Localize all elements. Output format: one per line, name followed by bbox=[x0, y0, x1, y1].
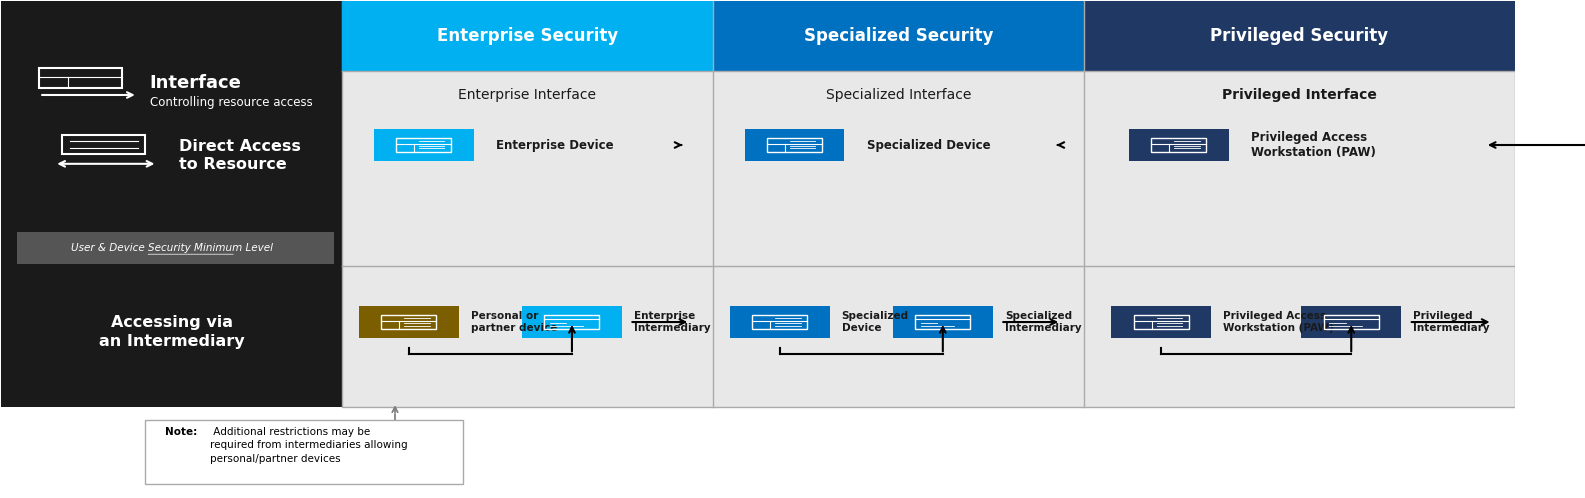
Text: Specialized
Device: Specialized Device bbox=[842, 311, 908, 333]
Text: User & Device Security Minimum Level: User & Device Security Minimum Level bbox=[71, 243, 273, 253]
Text: Privileged Security: Privileged Security bbox=[1211, 27, 1388, 45]
FancyBboxPatch shape bbox=[342, 1, 713, 71]
Text: Privileged Access
Workstation (PAW): Privileged Access Workstation (PAW) bbox=[1251, 131, 1376, 159]
FancyBboxPatch shape bbox=[1129, 128, 1228, 161]
FancyBboxPatch shape bbox=[342, 1, 1515, 407]
Text: Direct Access
to Resource: Direct Access to Resource bbox=[179, 139, 301, 172]
Text: Note:: Note: bbox=[165, 427, 197, 437]
FancyBboxPatch shape bbox=[1111, 306, 1211, 338]
FancyBboxPatch shape bbox=[16, 232, 334, 264]
Text: Specialized Device: Specialized Device bbox=[867, 138, 991, 151]
Text: Specialized
Intermediary: Specialized Intermediary bbox=[1005, 311, 1081, 333]
Text: Specialized Security: Specialized Security bbox=[804, 27, 994, 45]
Text: Privileged Interface: Privileged Interface bbox=[1222, 88, 1377, 102]
FancyBboxPatch shape bbox=[2, 1, 342, 407]
Text: Specialized Interface: Specialized Interface bbox=[826, 88, 972, 102]
Text: Controlling resource access: Controlling resource access bbox=[149, 97, 312, 110]
FancyBboxPatch shape bbox=[729, 306, 829, 338]
FancyBboxPatch shape bbox=[146, 420, 463, 484]
Text: Accessing via
an Intermediary: Accessing via an Intermediary bbox=[98, 315, 244, 349]
FancyBboxPatch shape bbox=[1084, 1, 1515, 71]
Text: Enterprise
Intermediary: Enterprise Intermediary bbox=[634, 311, 710, 333]
FancyBboxPatch shape bbox=[892, 306, 992, 338]
Text: Enterprise Security: Enterprise Security bbox=[437, 27, 618, 45]
Text: Enterprise Device: Enterprise Device bbox=[496, 138, 613, 151]
FancyBboxPatch shape bbox=[358, 306, 458, 338]
FancyBboxPatch shape bbox=[713, 1, 1084, 71]
Text: Privileged
Intermediary: Privileged Intermediary bbox=[1414, 311, 1490, 333]
FancyBboxPatch shape bbox=[745, 128, 845, 161]
Text: Privileged Access
Workstation (PAW): Privileged Access Workstation (PAW) bbox=[1224, 311, 1335, 333]
Text: Personal or
partner device: Personal or partner device bbox=[471, 311, 558, 333]
FancyBboxPatch shape bbox=[521, 306, 621, 338]
Text: Interface: Interface bbox=[149, 74, 241, 92]
FancyBboxPatch shape bbox=[1301, 306, 1401, 338]
FancyBboxPatch shape bbox=[374, 128, 474, 161]
Text: Enterprise Interface: Enterprise Interface bbox=[458, 88, 596, 102]
Text: Additional restrictions may be
required from intermediaries allowing
personal/pa: Additional restrictions may be required … bbox=[211, 427, 407, 464]
